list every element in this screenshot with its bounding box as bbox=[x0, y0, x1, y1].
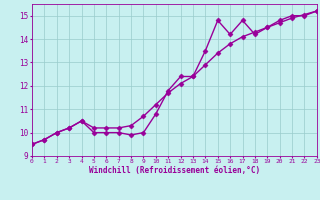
X-axis label: Windchill (Refroidissement éolien,°C): Windchill (Refroidissement éolien,°C) bbox=[89, 166, 260, 175]
